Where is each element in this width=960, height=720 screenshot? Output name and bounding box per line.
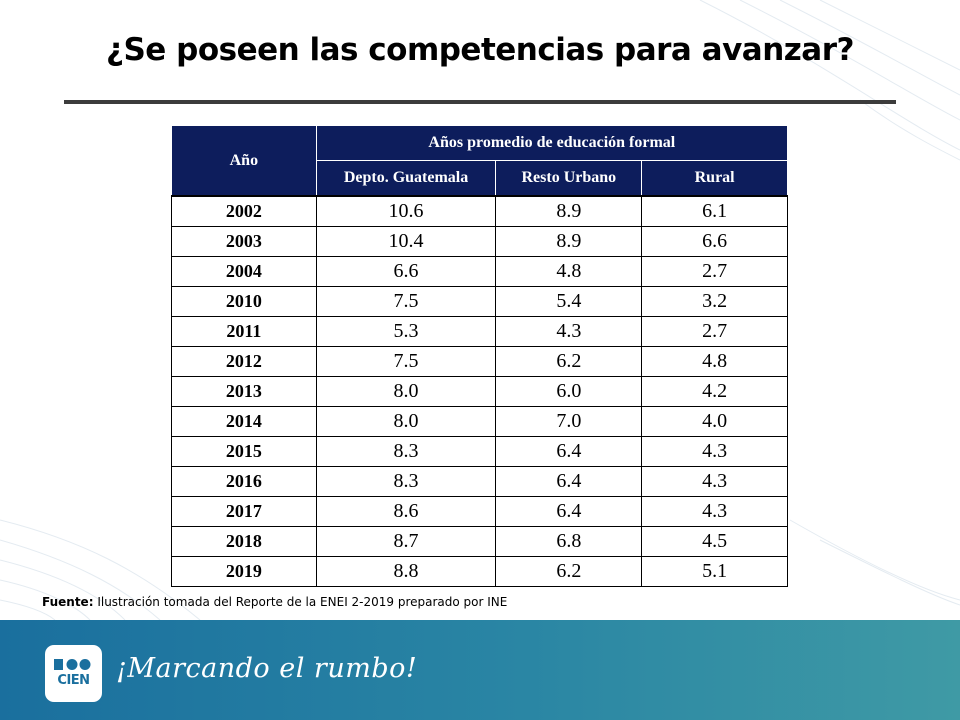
- rural-cell: 4.0: [641, 406, 788, 437]
- depto-cell: 7.5: [315, 286, 497, 317]
- rural-column-header: Rural: [641, 160, 788, 197]
- rural-cell: 4.3: [641, 496, 788, 527]
- rural-cell: 4.3: [641, 466, 788, 497]
- education-table: Año Años promedio de educación formal De…: [171, 125, 789, 587]
- table-row: 2011 5.3 4.3 2.7: [171, 316, 788, 347]
- urbano-cell: 4.3: [495, 316, 643, 347]
- urbano-column-header: Resto Urbano: [495, 160, 643, 197]
- depto-cell: 8.0: [315, 376, 497, 407]
- source-label: Fuente:: [42, 595, 94, 609]
- urbano-cell: 4.8: [495, 256, 643, 287]
- table-row: 2010 7.5 5.4 3.2: [171, 286, 788, 317]
- logo-text: CIEN: [57, 673, 90, 688]
- depto-cell: 8.3: [315, 466, 497, 497]
- depto-cell: 7.5: [315, 346, 497, 377]
- rural-cell: 3.2: [641, 286, 788, 317]
- table-row: 2012 7.5 6.2 4.8: [171, 346, 788, 377]
- slide-title: ¿Se poseen las competencias para avanzar…: [106, 32, 855, 68]
- urbano-cell: 6.4: [495, 466, 643, 497]
- year-column-header: Año: [171, 125, 317, 197]
- depto-cell: 8.0: [315, 406, 497, 437]
- depto-cell: 8.7: [315, 526, 497, 557]
- depto-column-header: Depto. Guatemala: [315, 160, 497, 197]
- depto-cell: 8.6: [315, 496, 497, 527]
- year-cell: 2004: [171, 256, 317, 287]
- rural-cell: 4.3: [641, 436, 788, 467]
- year-cell: 2017: [171, 496, 317, 527]
- table-row: 2018 8.7 6.8 4.5: [171, 526, 788, 557]
- table-row: 2004 6.6 4.8 2.7: [171, 256, 788, 287]
- table-row: 2017 8.6 6.4 4.3: [171, 496, 788, 527]
- title-divider: [64, 100, 896, 104]
- logo-mark-icon: [54, 659, 91, 670]
- depto-cell: 5.3: [315, 316, 497, 347]
- rural-cell: 6.6: [641, 226, 788, 257]
- year-cell: 2019: [171, 556, 317, 587]
- urbano-cell: 6.8: [495, 526, 643, 557]
- urbano-cell: 6.0: [495, 376, 643, 407]
- rural-cell: 2.7: [641, 316, 788, 347]
- urbano-cell: 7.0: [495, 406, 643, 437]
- urbano-cell: 8.9: [495, 195, 643, 227]
- year-cell: 2018: [171, 526, 317, 557]
- urbano-cell: 6.4: [495, 436, 643, 467]
- year-cell: 2011: [171, 316, 317, 347]
- source-text: Ilustración tomada del Reporte de la ENE…: [93, 595, 508, 609]
- year-cell: 2002: [171, 195, 317, 227]
- table-row: 2003 10.4 8.9 6.6: [171, 226, 788, 257]
- table-row: 2002 10.6 8.9 6.1: [171, 195, 788, 227]
- urbano-cell: 8.9: [495, 226, 643, 257]
- background-waves: [0, 0, 960, 620]
- year-cell: 2013: [171, 376, 317, 407]
- year-cell: 2015: [171, 436, 317, 467]
- depto-cell: 10.6: [315, 195, 497, 227]
- rural-cell: 4.5: [641, 526, 788, 557]
- table-row: 2013 8.0 6.0 4.2: [171, 376, 788, 407]
- rural-cell: 4.2: [641, 376, 788, 407]
- table-row: 2019 8.8 6.2 5.1: [171, 556, 788, 587]
- year-cell: 2012: [171, 346, 317, 377]
- cien-logo: CIEN: [45, 645, 102, 702]
- table-body: 2002 10.6 8.9 6.1 2003 10.4 8.9 6.6 2004…: [171, 195, 788, 587]
- group-header: Años promedio de educación formal: [315, 125, 789, 161]
- depto-cell: 6.6: [315, 256, 497, 287]
- footer-band: CIEN ¡Marcando el rumbo!: [0, 620, 960, 720]
- urbano-cell: 6.2: [495, 556, 643, 587]
- rural-cell: 5.1: [641, 556, 788, 587]
- year-cell: 2014: [171, 406, 317, 437]
- rural-cell: 6.1: [641, 195, 788, 227]
- table-row: 2015 8.3 6.4 4.3: [171, 436, 788, 467]
- year-cell: 2003: [171, 226, 317, 257]
- urbano-cell: 6.2: [495, 346, 643, 377]
- table-row: 2014 8.0 7.0 4.0: [171, 406, 788, 437]
- urbano-cell: 6.4: [495, 496, 643, 527]
- source-note: Fuente: Ilustración tomada del Reporte d…: [42, 595, 507, 609]
- year-cell: 2010: [171, 286, 317, 317]
- depto-cell: 8.3: [315, 436, 497, 467]
- slogan: ¡Marcando el rumbo!: [116, 653, 418, 684]
- depto-cell: 8.8: [315, 556, 497, 587]
- rural-cell: 2.7: [641, 256, 788, 287]
- urbano-cell: 5.4: [495, 286, 643, 317]
- depto-cell: 10.4: [315, 226, 497, 257]
- table-row: 2016 8.3 6.4 4.3: [171, 466, 788, 497]
- rural-cell: 4.8: [641, 346, 788, 377]
- year-cell: 2016: [171, 466, 317, 497]
